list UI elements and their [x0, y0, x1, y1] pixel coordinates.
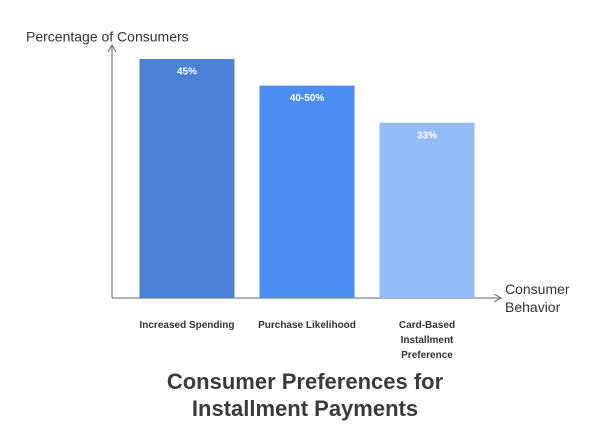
x-tick-label: Purchase Likelihood — [258, 320, 356, 331]
x-tick-label-box: Purchase Likelihood — [258, 320, 356, 331]
value-label: 33% — [417, 130, 437, 141]
y-axis-label: Percentage of Consumers — [26, 29, 189, 45]
x-tick-label-box: Card-Based Installment Preference — [398, 320, 456, 361]
bar — [259, 85, 355, 298]
bar — [379, 122, 475, 298]
value-label: 40-50% — [290, 93, 325, 104]
bar — [139, 59, 235, 298]
x-tick-label: Increased Spending — [139, 320, 235, 331]
x-tick-label-box: Increased Spending — [139, 320, 235, 331]
x-axis-label: Consumer Behavior — [505, 281, 570, 315]
title-box: Consumer Preferences for Installment Pay… — [166, 369, 444, 421]
chart-title: Consumer Preferences for Installment Pay… — [166, 369, 444, 421]
x-tick-label: Card-Based Installment Preference — [398, 320, 456, 361]
x-axis-label-box: Consumer Behavior — [505, 281, 570, 315]
value-label: 45% — [177, 67, 197, 78]
